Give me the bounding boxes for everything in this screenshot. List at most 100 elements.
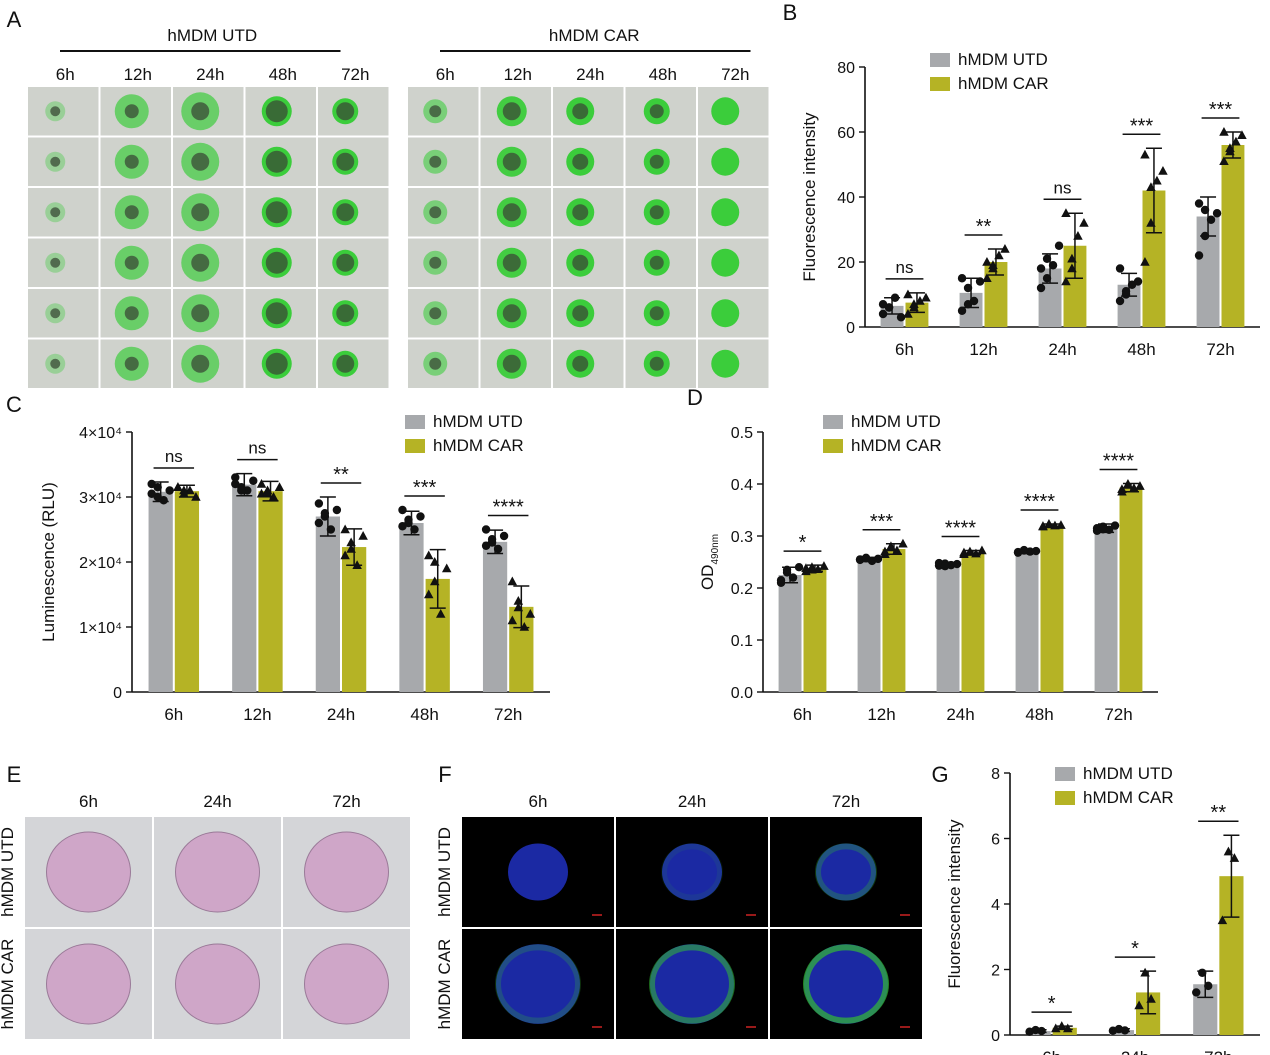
spheroid-core <box>429 206 442 219</box>
spheroid-section <box>46 831 131 913</box>
data-point <box>1115 296 1125 306</box>
significance-label: *** <box>870 511 894 533</box>
data-point <box>191 492 201 501</box>
row-label: hMDM UTD <box>435 827 454 917</box>
data-point <box>398 522 407 531</box>
data-point <box>1140 149 1150 159</box>
data-point <box>880 546 890 556</box>
image-background <box>28 188 99 237</box>
data-point <box>153 483 162 492</box>
legend-swatch <box>1055 767 1075 781</box>
data-point <box>1198 968 1207 977</box>
x-tick-label: 24h <box>946 705 974 724</box>
data-point <box>1110 521 1120 530</box>
legend-label: hMDM CAR <box>1083 788 1174 807</box>
data-point <box>1219 127 1229 136</box>
spheroid-image <box>408 339 479 388</box>
spheroid-image <box>173 87 244 136</box>
spheroid-image <box>245 289 316 338</box>
spheroid-image <box>553 137 624 186</box>
legend-swatch <box>823 439 843 453</box>
data-point <box>398 505 407 515</box>
spheroid-image <box>173 137 244 186</box>
bar <box>1196 216 1220 327</box>
spheroid-section <box>46 943 131 1025</box>
significance-label: ns <box>1054 178 1072 197</box>
data-point <box>256 479 267 488</box>
spheroid-image <box>245 188 316 237</box>
data-point <box>1212 209 1222 218</box>
data-point <box>513 596 524 605</box>
data-point <box>975 277 985 286</box>
spheroid-image <box>28 87 99 136</box>
spheroid-image <box>480 188 551 237</box>
bar <box>482 541 508 692</box>
data-point <box>1146 182 1156 191</box>
spheroid-image <box>173 188 244 237</box>
y-tick-label: 40 <box>837 190 855 207</box>
spheroid-core <box>124 356 139 371</box>
y-axis-label: OD490nm <box>698 534 721 590</box>
significance-label: **** <box>1024 491 1055 513</box>
legend-label: hMDM UTD <box>1083 764 1173 783</box>
data-point <box>1061 276 1071 286</box>
spheroid-image <box>480 339 551 388</box>
data-point <box>320 509 330 518</box>
spheroid-image <box>698 188 769 237</box>
panel-a-time-label: 6h <box>56 65 75 84</box>
data-point <box>1123 480 1133 489</box>
data-point <box>890 293 900 302</box>
spheroid-core <box>649 255 664 270</box>
spheroid-core <box>649 306 664 321</box>
spheroid-image <box>318 339 389 388</box>
y-tick-label: 4 <box>991 897 1000 914</box>
nuclei-stain <box>816 843 876 901</box>
data-point <box>977 545 987 555</box>
fluorescence-signal <box>711 299 740 328</box>
spheroid-image <box>698 87 769 136</box>
panel-letter-f: F <box>438 762 451 787</box>
data-point <box>1200 205 1210 215</box>
spheroid-core <box>429 256 442 269</box>
spheroid-core <box>265 201 288 224</box>
legend-swatch <box>405 415 425 429</box>
data-point <box>1061 208 1071 217</box>
x-tick-label: 12h <box>867 705 895 724</box>
panel-letter-e: E <box>7 762 22 787</box>
spheroid-image <box>625 339 696 388</box>
panel-a-time-label: 48h <box>649 65 677 84</box>
data-point <box>957 306 967 315</box>
x-tick-label: 6h <box>793 705 812 724</box>
data-point <box>237 486 246 495</box>
fluorescence-signal <box>711 248 740 277</box>
bar <box>1015 551 1039 692</box>
spheroid-core <box>502 304 521 323</box>
spheroid-image <box>408 87 479 136</box>
data-point <box>1056 520 1066 529</box>
fluorescence-signal <box>711 147 740 176</box>
bar <box>342 547 367 692</box>
spheroid-core <box>429 357 442 370</box>
y-axis-label: Fluorescence intensity <box>800 112 819 282</box>
row-label: hMDM CAR <box>0 939 17 1030</box>
bar <box>803 568 827 692</box>
significance-label: ** <box>1211 802 1227 824</box>
spheroid-core <box>191 102 210 121</box>
spheroid-image <box>28 188 99 237</box>
micrograph <box>283 817 410 927</box>
y-tick-label: 3×10⁴ <box>79 490 122 507</box>
data-point <box>807 564 817 574</box>
spheroid-image <box>480 289 551 338</box>
bar <box>778 575 802 692</box>
spheroid-core <box>502 203 521 222</box>
data-point <box>410 525 419 534</box>
data-point <box>332 505 342 515</box>
legend-label: hMDM UTD <box>958 50 1048 69</box>
spheroid-core <box>124 205 139 220</box>
data-point <box>1063 1023 1073 1033</box>
significance-label: ns <box>896 258 914 277</box>
micrograph <box>25 817 152 927</box>
data-point <box>886 542 896 552</box>
data-point <box>1115 264 1125 273</box>
spheroid-image <box>100 137 171 186</box>
